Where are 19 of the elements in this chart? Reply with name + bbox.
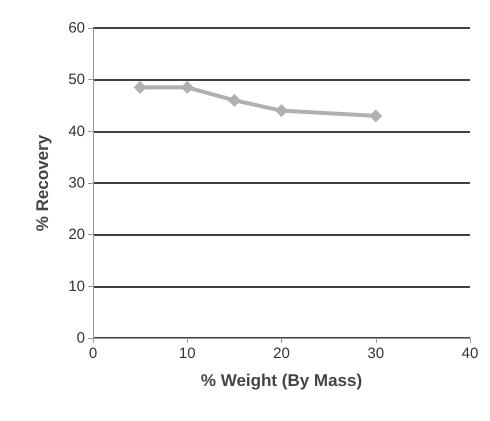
point: [369, 109, 382, 122]
y-tick-label: 10: [68, 278, 85, 295]
y-axis-title: % Recovery: [33, 134, 52, 232]
x-tick-label: 10: [178, 345, 196, 362]
point: [275, 104, 288, 118]
x-tick-label: 20: [273, 345, 290, 362]
y-tick-label: 60: [68, 20, 85, 36]
point: [228, 94, 241, 107]
x-axis-title: % Weight (By Mass): [200, 371, 362, 390]
x-tick-label: 0: [88, 345, 98, 362]
y-tick-label: 30: [68, 174, 85, 192]
y-tick-label: 50: [68, 71, 85, 88]
y-tick-label: 0: [76, 330, 85, 346]
point: [180, 80, 194, 94]
x-tick-label: 40: [462, 345, 478, 362]
x-tick-label: 30: [367, 345, 384, 362]
point: [134, 80, 147, 94]
y-tick-label: 20: [68, 226, 85, 244]
y-tick-label: 40: [68, 122, 85, 140]
